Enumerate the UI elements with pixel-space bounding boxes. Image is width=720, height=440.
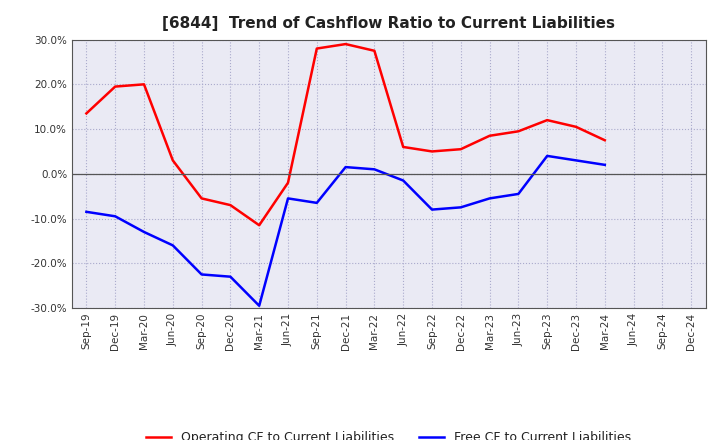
Free CF to Current Liabilities [572, 158, 580, 163]
Operating CF to Current Liabilities [600, 138, 609, 143]
Operating CF to Current Liabilities [197, 196, 206, 201]
Free CF to Current Liabilities [456, 205, 465, 210]
Legend: Operating CF to Current Liabilities, Free CF to Current Liabilities: Operating CF to Current Liabilities, Fre… [141, 426, 636, 440]
Free CF to Current Liabilities [168, 243, 177, 248]
Line: Operating CF to Current Liabilities: Operating CF to Current Liabilities [86, 44, 605, 225]
Operating CF to Current Liabilities [543, 117, 552, 123]
Operating CF to Current Liabilities [514, 128, 523, 134]
Free CF to Current Liabilities [284, 196, 292, 201]
Free CF to Current Liabilities [514, 191, 523, 197]
Title: [6844]  Trend of Cashflow Ratio to Current Liabilities: [6844] Trend of Cashflow Ratio to Curren… [162, 16, 616, 32]
Operating CF to Current Liabilities [140, 82, 148, 87]
Free CF to Current Liabilities [255, 303, 264, 308]
Free CF to Current Liabilities [312, 200, 321, 205]
Operating CF to Current Liabilities [428, 149, 436, 154]
Operating CF to Current Liabilities [111, 84, 120, 89]
Free CF to Current Liabilities [370, 167, 379, 172]
Free CF to Current Liabilities [428, 207, 436, 212]
Operating CF to Current Liabilities [456, 147, 465, 152]
Operating CF to Current Liabilities [255, 223, 264, 228]
Operating CF to Current Liabilities [226, 202, 235, 208]
Free CF to Current Liabilities [226, 274, 235, 279]
Operating CF to Current Liabilities [485, 133, 494, 139]
Operating CF to Current Liabilities [168, 158, 177, 163]
Operating CF to Current Liabilities [370, 48, 379, 53]
Line: Free CF to Current Liabilities: Free CF to Current Liabilities [86, 156, 605, 306]
Free CF to Current Liabilities [140, 229, 148, 235]
Operating CF to Current Liabilities [284, 180, 292, 185]
Free CF to Current Liabilities [341, 165, 350, 170]
Free CF to Current Liabilities [543, 153, 552, 158]
Free CF to Current Liabilities [399, 178, 408, 183]
Free CF to Current Liabilities [600, 162, 609, 168]
Free CF to Current Liabilities [197, 272, 206, 277]
Operating CF to Current Liabilities [572, 124, 580, 129]
Free CF to Current Liabilities [82, 209, 91, 214]
Operating CF to Current Liabilities [399, 144, 408, 150]
Operating CF to Current Liabilities [312, 46, 321, 51]
Free CF to Current Liabilities [111, 214, 120, 219]
Free CF to Current Liabilities [485, 196, 494, 201]
Operating CF to Current Liabilities [341, 41, 350, 47]
Operating CF to Current Liabilities [82, 111, 91, 116]
